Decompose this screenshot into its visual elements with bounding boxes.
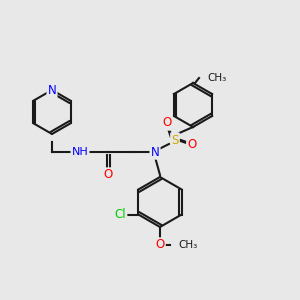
- Text: O: O: [162, 116, 172, 130]
- Text: CH₃: CH₃: [207, 73, 226, 83]
- Text: Cl: Cl: [115, 208, 126, 221]
- Text: O: O: [188, 137, 196, 151]
- Text: O: O: [103, 169, 112, 182]
- Text: O: O: [155, 238, 165, 251]
- Text: N: N: [151, 146, 159, 158]
- Text: N: N: [48, 83, 56, 97]
- Text: CH₃: CH₃: [178, 240, 197, 250]
- Text: NH: NH: [72, 147, 88, 157]
- Text: S: S: [171, 134, 179, 146]
